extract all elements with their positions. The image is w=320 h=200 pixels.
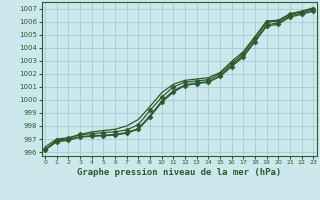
- X-axis label: Graphe pression niveau de la mer (hPa): Graphe pression niveau de la mer (hPa): [77, 168, 281, 177]
